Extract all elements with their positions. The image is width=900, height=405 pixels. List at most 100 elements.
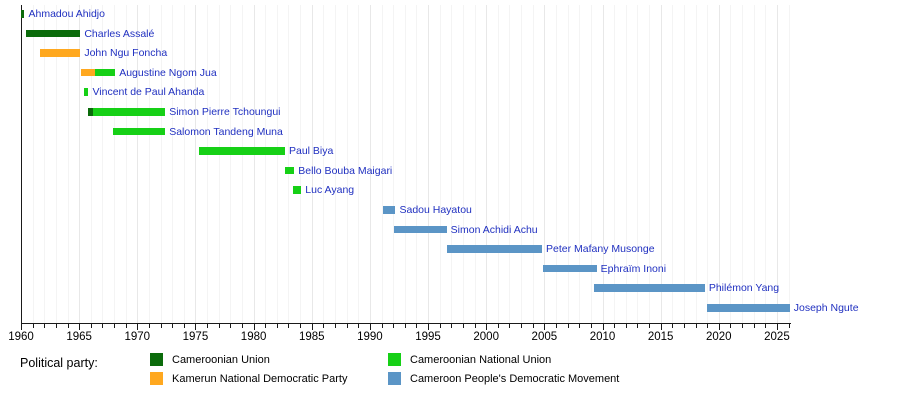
timeline-bar-segment[interactable]	[293, 186, 302, 194]
x-axis-label-2005: 2005	[531, 331, 558, 343]
timeline-bar-segment[interactable]	[285, 166, 295, 175]
x-tick-2005	[544, 324, 546, 330]
legend-swatch-cameroonian_union	[150, 353, 163, 366]
x-tick-1997	[451, 324, 453, 328]
timeline-bar-label: Ephraïm Inoni	[600, 262, 667, 275]
x-tick-2015	[660, 324, 662, 330]
legend-item-cameroonian_national_union[interactable]: Cameroonian National Union	[388, 350, 619, 369]
x-tick-1995	[428, 324, 430, 330]
timeline-bar-segment[interactable]	[39, 49, 81, 57]
timeline-bar-segment[interactable]	[83, 88, 89, 96]
timeline-bar-segment[interactable]	[88, 108, 94, 116]
gridline-2007	[567, 5, 569, 323]
gridline-1984	[300, 5, 302, 323]
x-tick-2012	[625, 324, 627, 328]
gridline-1982	[276, 5, 278, 323]
timeline-row: John Ngu Foncha	[0, 44, 900, 62]
gridline-2025	[776, 5, 778, 323]
legend-title: Political party:	[20, 356, 98, 370]
legend-item-kamerun_national_democratic_party[interactable]: Kamerun National Democratic Party	[150, 369, 347, 388]
timeline-row: Vincent de Paul Ahanda	[0, 83, 900, 101]
timeline-bar-label: Salomon Tandeng Muna	[169, 125, 283, 138]
gridline-1997	[451, 5, 453, 323]
x-tick-2010	[602, 324, 604, 330]
x-tick-2024	[765, 324, 767, 328]
gridline-1990	[369, 5, 371, 323]
gridline-2006	[555, 5, 557, 323]
timeline-bar-segment[interactable]	[93, 108, 166, 116]
timeline-bar-segment[interactable]	[198, 147, 285, 155]
gridline-1983	[288, 5, 290, 323]
timeline-row: Augustine Ngom Jua	[0, 64, 900, 82]
x-tick-1969	[125, 324, 127, 328]
gridline-1981	[265, 5, 267, 323]
timeline-row: Salomon Tandeng Muna	[0, 123, 900, 141]
gridline-1989	[358, 5, 360, 323]
timeline-bar-segment[interactable]	[594, 284, 705, 292]
x-tick-1972	[160, 324, 162, 328]
x-tick-2006	[555, 324, 557, 328]
x-tick-1987	[335, 324, 336, 328]
gridline-1961	[32, 5, 34, 323]
timeline-bar-segment[interactable]	[25, 29, 81, 38]
x-tick-2022	[742, 324, 744, 328]
gridline-1968	[114, 5, 116, 323]
x-tick-2020	[718, 324, 720, 330]
timeline-bar-segment[interactable]	[543, 264, 597, 273]
timeline-bar-label: Vincent de Paul Ahanda	[92, 86, 205, 99]
legend-item-cameroon_peoples_democratic_movement[interactable]: Cameroon People's Democratic Movement	[388, 369, 619, 388]
gridline-1998	[462, 5, 464, 323]
x-tick-2003	[521, 324, 523, 328]
x-tick-1984	[300, 324, 302, 328]
x-tick-1963	[55, 324, 57, 328]
x-tick-2007	[567, 324, 569, 328]
gridline-1996	[439, 5, 441, 323]
x-tick-2019	[707, 324, 709, 328]
gridline-1992	[393, 5, 395, 323]
timeline-chart: 1960 1965 1970 1975 1980 1985 1990 1995 2000 2005…	[0, 5, 900, 343]
x-tick-1983	[288, 324, 290, 328]
gridline-1972	[160, 5, 162, 323]
gridline-1964	[67, 5, 69, 323]
gridline-2003	[521, 5, 523, 323]
x-tick-1975	[195, 324, 197, 330]
timeline-bar-label: Joseph Ngute	[793, 302, 859, 314]
timeline-bar-segment[interactable]	[394, 225, 447, 234]
x-axis-line	[21, 323, 791, 325]
gridline-1980	[253, 5, 255, 323]
timeline-bar-segment[interactable]	[81, 68, 96, 77]
x-tick-1998	[462, 324, 464, 328]
x-tick-1985	[311, 324, 313, 330]
gridline-1987	[335, 5, 336, 323]
timeline-bar-segment[interactable]	[112, 127, 166, 136]
timeline-row: Joseph Ngute	[0, 299, 900, 317]
gridline-1977	[218, 5, 220, 323]
timeline-bar-label: Ahmadou Ahidjo	[28, 8, 105, 20]
legend-column-2: Cameroonian National Union Cameroon Peopl…	[388, 350, 619, 388]
plot-region	[21, 5, 790, 323]
timeline-bar-segment[interactable]	[382, 206, 396, 214]
timeline-bar-segment[interactable]	[707, 304, 790, 312]
x-tick-2016	[672, 324, 674, 328]
timeline-bar-label: Bello Bouba Maigari	[298, 164, 393, 177]
gridline-2009	[590, 5, 592, 323]
gridline-2011	[614, 5, 616, 323]
x-tick-1976	[207, 324, 209, 328]
gridline-2022	[742, 5, 744, 323]
gridline-2000	[486, 5, 488, 323]
gridline-1976	[207, 5, 209, 323]
timeline-bar-segment[interactable]	[446, 245, 543, 253]
gridline-2016	[672, 5, 674, 323]
gridline-1986	[323, 5, 325, 323]
timeline-bar-label: John Ngu Foncha	[84, 47, 168, 60]
timeline-bar-segment[interactable]	[21, 10, 25, 18]
legend-item-cameroonian_union[interactable]: Cameroonian Union	[150, 350, 347, 369]
timeline-bar-segment[interactable]	[95, 68, 116, 77]
gridline-1999	[474, 5, 476, 323]
x-tick-1980	[253, 324, 255, 330]
x-tick-2009	[590, 324, 592, 328]
gridline-1974	[183, 5, 185, 323]
x-axis-label-2000: 2000	[473, 331, 499, 343]
gridline-2017	[683, 5, 685, 323]
x-tick-2017	[683, 324, 685, 328]
